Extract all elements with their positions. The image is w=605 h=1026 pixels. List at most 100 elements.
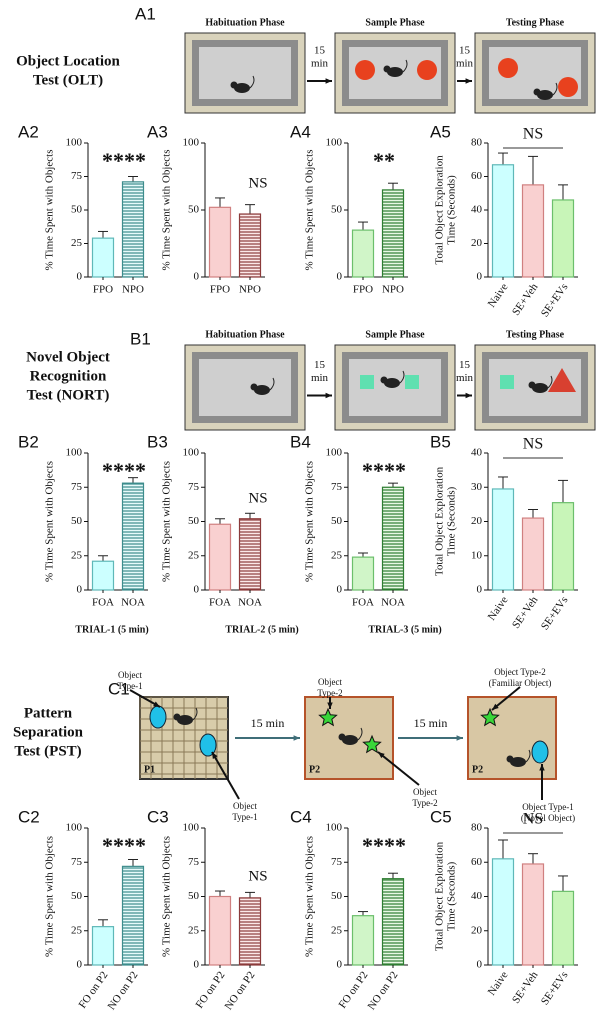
object-star	[318, 707, 338, 727]
x-tick-label: FOA	[209, 597, 231, 609]
bar	[238, 897, 262, 966]
object-label: Object	[318, 677, 342, 687]
y-tick-label: 75	[71, 856, 83, 868]
object-label: (Novel Object)	[521, 813, 575, 823]
mouse	[537, 90, 553, 100]
bar	[208, 895, 232, 966]
mouse	[532, 383, 548, 393]
object-label: Object	[413, 787, 437, 797]
y-tick-label: 0	[77, 584, 83, 596]
arrow-head	[465, 392, 472, 399]
arrow-head	[293, 735, 300, 741]
y-tick-label: 100	[183, 137, 200, 149]
phase-title: Sample Phase	[365, 329, 425, 340]
object-ball	[498, 58, 518, 78]
bar	[121, 865, 145, 966]
mouse-head	[230, 81, 238, 89]
mouse-tail	[249, 75, 255, 89]
panel-label: C1	[108, 679, 130, 698]
y-tick-label: 40	[471, 204, 483, 216]
arrow-head	[456, 735, 463, 741]
mouse-tail	[547, 375, 553, 389]
bar	[238, 213, 262, 278]
object-label: Object	[233, 801, 257, 811]
object-ball	[355, 60, 375, 80]
x-tick-label: FPO	[353, 284, 373, 296]
y-tick-label: 100	[66, 447, 83, 459]
x-tick-label: SE+Veh	[510, 969, 541, 1006]
mouse	[177, 715, 193, 725]
annotation: NS	[248, 175, 267, 191]
y-tick-label: 75	[71, 481, 83, 493]
interval: 15	[314, 359, 326, 371]
mouse-head	[380, 376, 388, 384]
y-axis-label: Time (Seconds)	[446, 175, 458, 245]
y-tick-label: 50	[188, 204, 200, 216]
interval: min	[456, 58, 474, 70]
arena-label: P2	[309, 764, 320, 775]
bar	[208, 206, 232, 278]
object-label: Object Type-1	[522, 802, 573, 812]
y-tick-label: 50	[331, 204, 343, 216]
object-label: (Familiar Object)	[489, 678, 552, 688]
bar	[381, 486, 405, 591]
y-axis-label: % Time Spent with Objects	[44, 836, 56, 957]
y-tick-label: 20	[471, 237, 483, 249]
bar	[121, 181, 145, 278]
x-tick-label: FPO	[210, 284, 230, 296]
y-tick-label: 60	[471, 856, 483, 868]
annotation: NS	[248, 491, 267, 507]
arena-floor	[199, 359, 291, 416]
y-axis-label: % Time Spent with Objects	[161, 461, 173, 582]
x-tick-label: Naive	[486, 281, 511, 309]
object-label: Type-1	[117, 681, 142, 691]
x-tick-label: NOA	[381, 597, 405, 609]
mouse-head	[173, 713, 181, 721]
mouse-tail	[402, 59, 408, 73]
y-axis-label: % Time Spent with Objects	[304, 149, 316, 270]
y-tick-label: 50	[188, 890, 200, 902]
y-tick-label: 0	[194, 271, 200, 283]
y-tick-label: 80	[471, 822, 483, 834]
x-tick-label: NPO	[382, 284, 404, 296]
phase-title: Testing Phase	[506, 329, 565, 340]
panel-label: B5	[430, 432, 451, 451]
y-axis-label: Time (Seconds)	[446, 486, 458, 556]
y-tick-label: 0	[337, 271, 343, 283]
mouse-head	[528, 381, 536, 389]
mouse-tail	[552, 82, 558, 96]
mouse	[254, 385, 270, 395]
mouse-tail	[525, 749, 531, 763]
x-tick-label: NO on P2	[105, 969, 140, 1012]
bar	[551, 199, 575, 278]
mouse-head	[533, 88, 541, 96]
bar	[351, 915, 375, 966]
test-name: Object Location	[16, 53, 120, 69]
y-tick-label: 25	[188, 924, 200, 936]
y-tick-label: 20	[471, 515, 483, 527]
y-tick-label: 60	[471, 170, 483, 182]
bar	[238, 518, 262, 591]
panel-label: A1	[135, 4, 156, 23]
y-axis-label: % Time Spent with Objects	[44, 461, 56, 582]
annotation: ****	[362, 458, 406, 483]
test-name: Test (NORT)	[27, 387, 110, 403]
interval: 15	[459, 359, 471, 371]
bar	[551, 890, 575, 966]
arrow-head	[153, 701, 160, 707]
bar	[351, 556, 375, 591]
arrow-line	[211, 751, 240, 800]
interval: min	[311, 58, 329, 70]
y-tick-label: 100	[326, 822, 343, 834]
y-axis-label: Time (Seconds)	[446, 861, 458, 931]
panel-label: C4	[290, 807, 312, 826]
y-tick-label: 40	[471, 890, 483, 902]
annotation: ****	[102, 148, 146, 173]
object-cone	[548, 368, 576, 392]
interval: 15 min	[414, 716, 448, 730]
bar	[381, 189, 405, 278]
x-tick-label: NPO	[239, 284, 261, 296]
bar	[521, 517, 545, 591]
object-cube	[405, 375, 419, 389]
y-tick-label: 0	[337, 584, 343, 596]
